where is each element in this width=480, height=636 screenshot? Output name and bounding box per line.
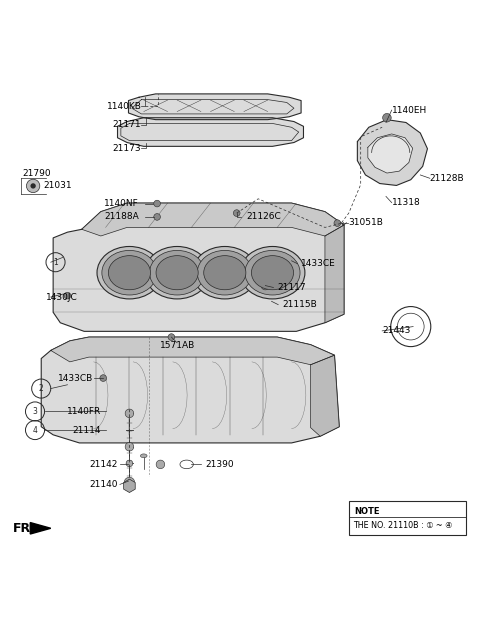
Text: 21128B: 21128B (430, 174, 465, 183)
Ellipse shape (252, 256, 294, 290)
Text: NOTE: NOTE (355, 507, 380, 516)
Ellipse shape (102, 251, 157, 295)
Polygon shape (53, 203, 344, 331)
Text: 1140FR: 1140FR (67, 407, 101, 416)
Ellipse shape (108, 256, 151, 290)
Circle shape (100, 375, 107, 382)
Circle shape (126, 460, 133, 467)
Circle shape (124, 477, 135, 488)
Text: THE NO. 21110B : ① ~ ④: THE NO. 21110B : ① ~ ④ (353, 522, 452, 530)
Text: 21443: 21443 (382, 326, 410, 335)
Text: 21117: 21117 (277, 283, 306, 292)
Circle shape (168, 334, 175, 340)
Text: 21790: 21790 (22, 169, 51, 177)
Polygon shape (41, 337, 339, 443)
Text: 4: 4 (33, 425, 37, 434)
Polygon shape (30, 523, 51, 534)
Circle shape (154, 214, 160, 220)
Ellipse shape (204, 256, 246, 290)
Polygon shape (51, 337, 335, 364)
Ellipse shape (150, 251, 204, 295)
Polygon shape (325, 225, 344, 322)
Text: 1433CB: 1433CB (59, 373, 94, 383)
Circle shape (261, 281, 270, 290)
Polygon shape (82, 203, 344, 236)
Ellipse shape (197, 251, 252, 295)
Text: 2: 2 (39, 384, 44, 393)
Ellipse shape (141, 454, 147, 458)
Circle shape (30, 183, 36, 189)
Circle shape (233, 210, 240, 216)
Polygon shape (311, 355, 339, 436)
Text: 1140EH: 1140EH (392, 106, 427, 114)
Text: 3: 3 (33, 407, 37, 416)
Polygon shape (368, 134, 413, 173)
Text: 1: 1 (53, 258, 58, 266)
Text: FR.: FR. (12, 522, 36, 535)
Text: 1571AB: 1571AB (159, 341, 195, 350)
Text: 1433CE: 1433CE (301, 259, 336, 268)
Circle shape (156, 460, 165, 469)
Ellipse shape (156, 256, 198, 290)
Polygon shape (118, 118, 303, 146)
Polygon shape (357, 120, 428, 186)
Circle shape (125, 443, 134, 451)
Ellipse shape (144, 247, 210, 299)
Circle shape (154, 200, 160, 207)
Circle shape (334, 220, 341, 226)
Polygon shape (129, 94, 301, 120)
Text: 21142: 21142 (89, 460, 118, 469)
Circle shape (125, 409, 134, 418)
Text: 1430JC: 1430JC (46, 293, 78, 301)
Ellipse shape (245, 251, 300, 295)
Text: 21126C: 21126C (246, 212, 281, 221)
Text: 21115B: 21115B (282, 300, 317, 309)
Text: 21188A: 21188A (104, 212, 139, 221)
Ellipse shape (192, 247, 257, 299)
Circle shape (383, 113, 391, 122)
Text: 1140KB: 1140KB (107, 102, 141, 111)
Text: 31051B: 31051B (349, 218, 384, 227)
Ellipse shape (97, 247, 162, 299)
Ellipse shape (240, 247, 305, 299)
Text: 21114: 21114 (72, 425, 101, 434)
Text: 21173: 21173 (113, 144, 141, 153)
Text: 11318: 11318 (392, 198, 420, 207)
Text: 21140: 21140 (89, 480, 118, 489)
Circle shape (64, 293, 71, 299)
Circle shape (26, 179, 40, 193)
Text: 1140NF: 1140NF (104, 199, 139, 208)
Text: 21171: 21171 (113, 120, 141, 129)
Bar (349, 501, 466, 536)
Text: 21390: 21390 (206, 460, 234, 469)
Text: 21031: 21031 (44, 181, 72, 190)
